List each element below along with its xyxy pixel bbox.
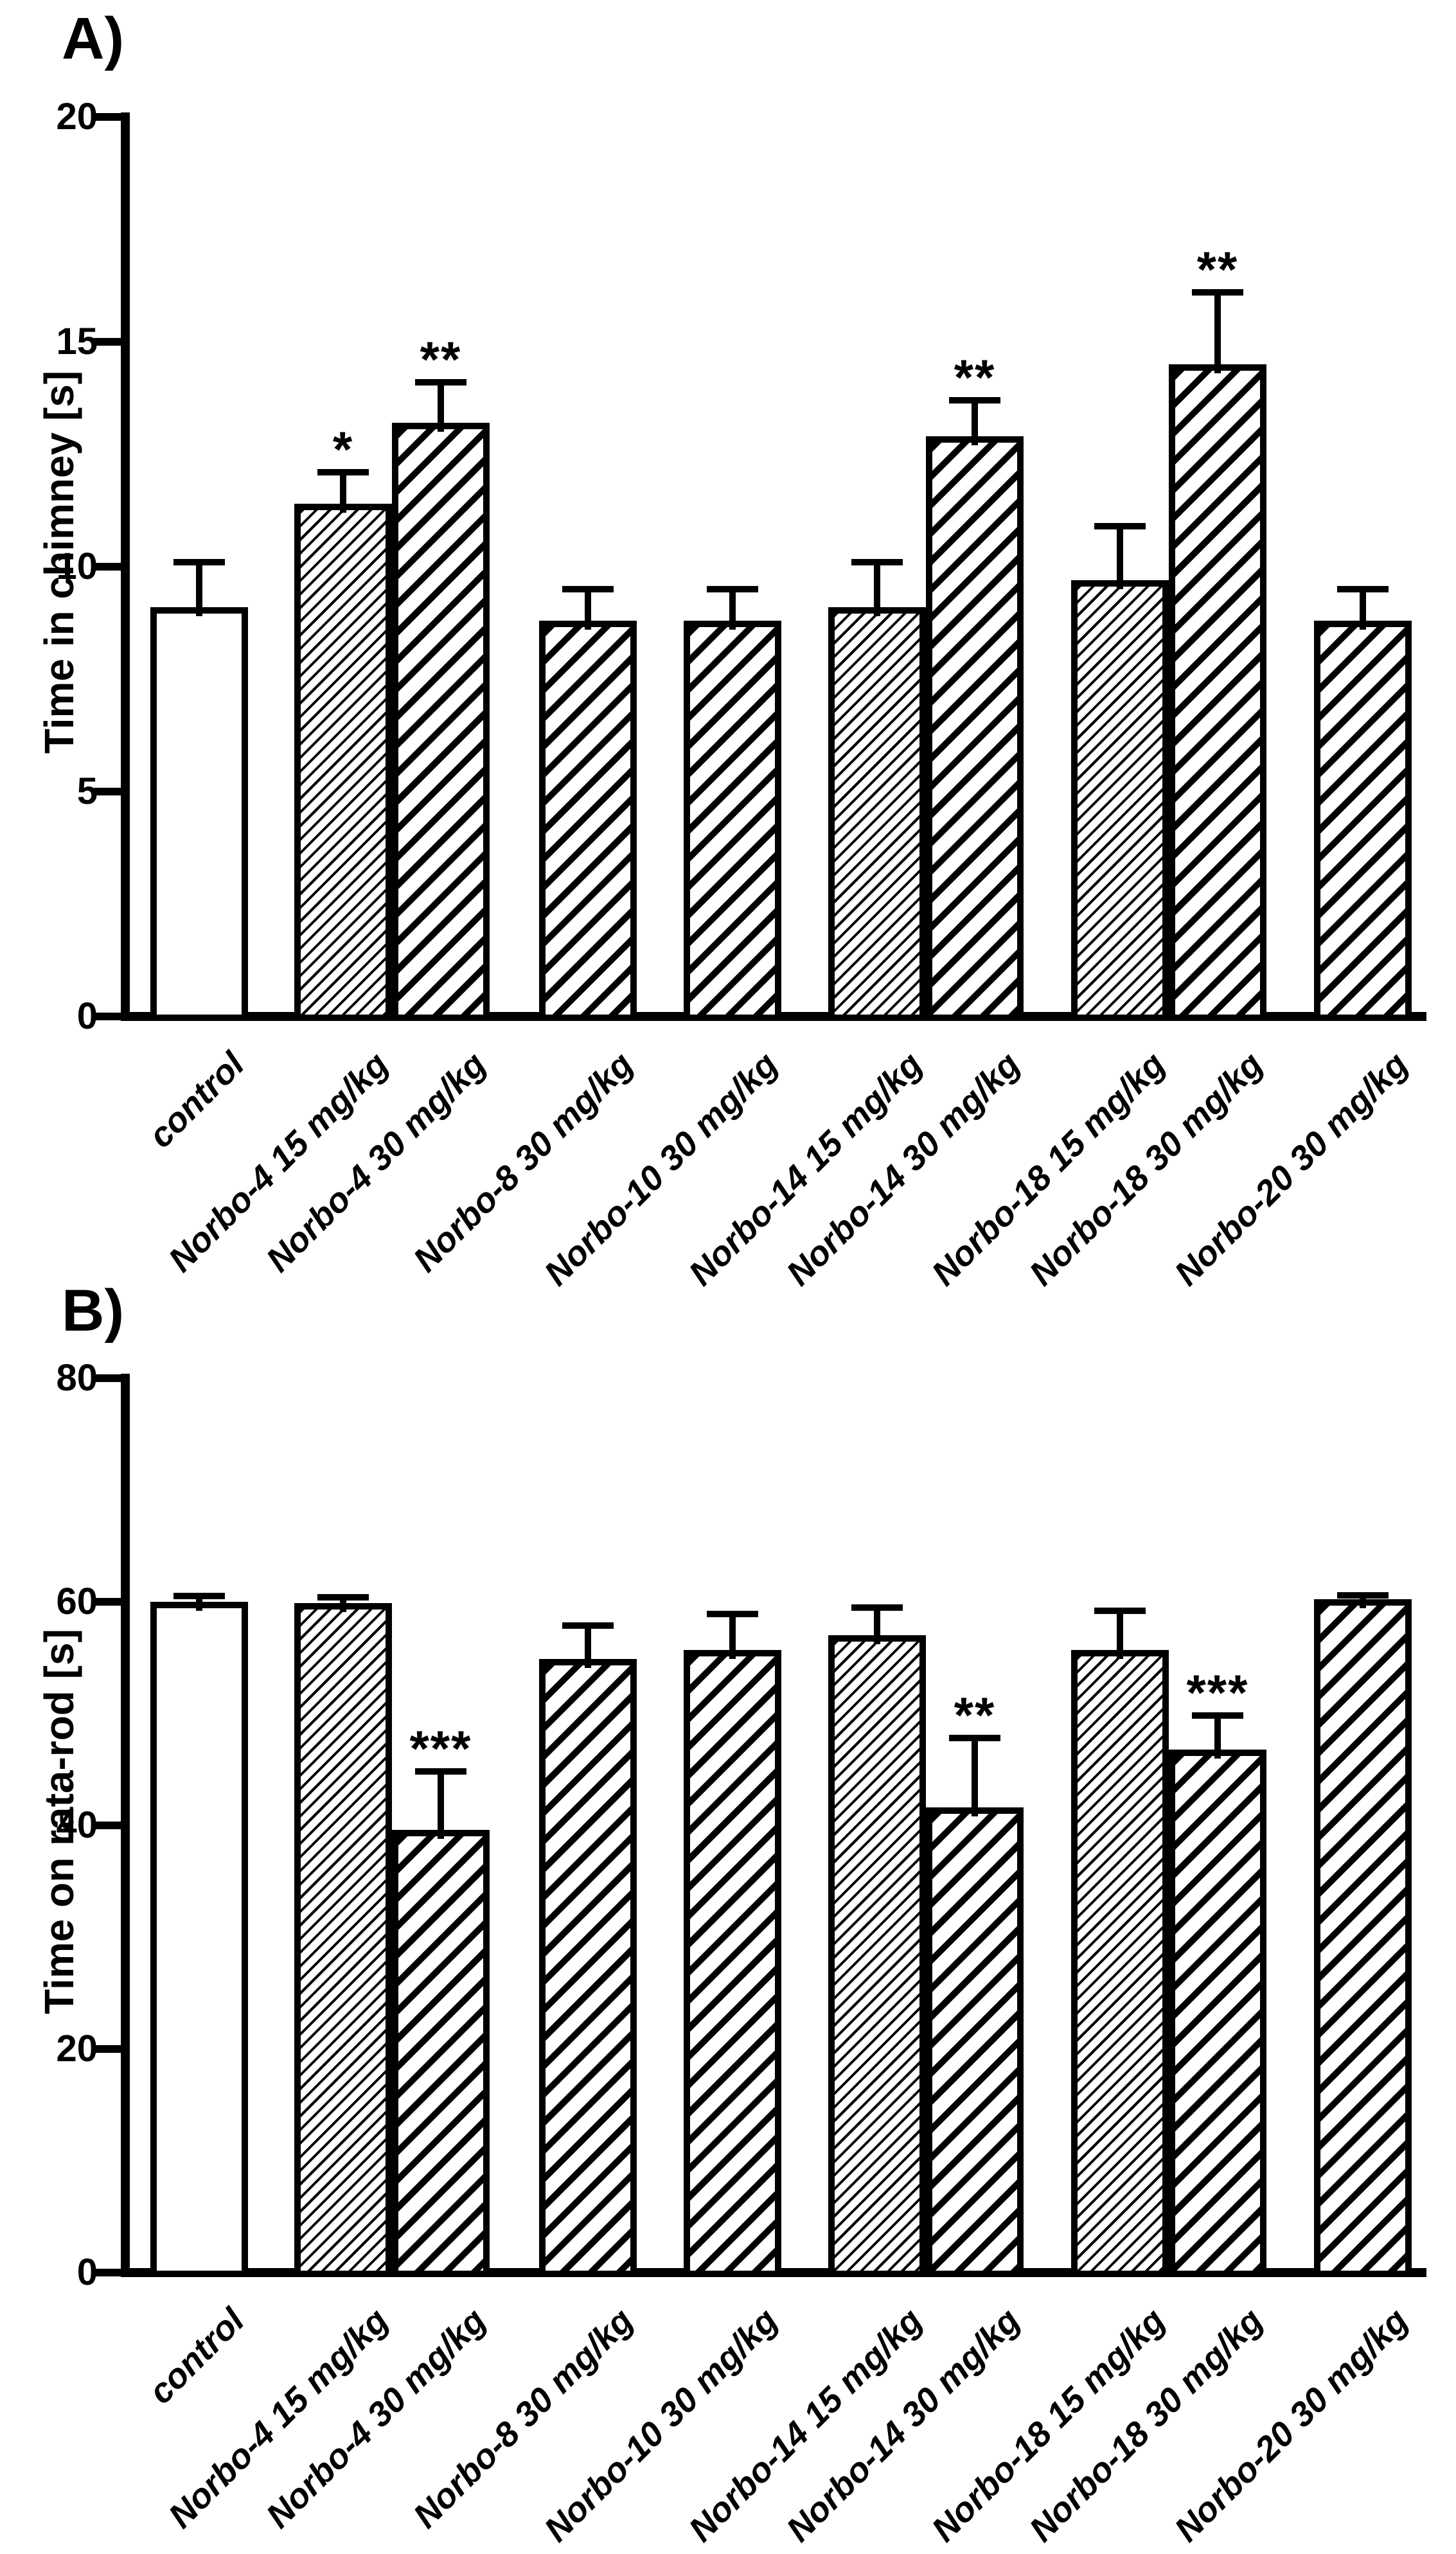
y-tick [94, 1822, 121, 1829]
bar [1071, 1649, 1169, 2277]
error-bar-cap [317, 1594, 369, 1601]
y-tick-label: 0 [76, 2251, 98, 2293]
error-bar-stem [972, 400, 978, 445]
error-bar-cap [949, 1735, 1000, 1742]
error-bar-cap [317, 469, 369, 475]
error-bar-stem [1214, 1716, 1221, 1759]
bar [1169, 364, 1266, 1021]
error-bar-cap [415, 1768, 466, 1775]
significance-marker: ** [954, 1687, 996, 1744]
y-tick [94, 2269, 121, 2276]
error-bar-stem [1360, 1595, 1366, 1609]
significance-marker: ** [420, 331, 462, 387]
error-bar-stem [340, 472, 346, 513]
significance-marker: *** [1186, 1664, 1249, 1721]
error-bar-stem [972, 1738, 978, 1817]
bar [926, 1807, 1024, 2277]
y-tick-label: 40 [56, 1804, 98, 1846]
bar [926, 436, 1024, 1021]
x-tick-label: control [141, 1045, 252, 1156]
error-bar-stem [1214, 292, 1221, 373]
bar [539, 621, 637, 1021]
error-bar-stem [729, 589, 736, 630]
bar [150, 1601, 248, 2277]
y-tick [94, 338, 121, 346]
bar [150, 607, 248, 1021]
error-bar-stem [438, 1771, 444, 1839]
y-tick-label: 15 [56, 321, 98, 362]
bar [294, 1602, 392, 2277]
error-bar-cap [949, 397, 1000, 403]
bar [392, 1829, 490, 2277]
y-tick-label: 10 [56, 545, 98, 587]
bar [1169, 1749, 1266, 2277]
error-bar-stem [1117, 1610, 1123, 1659]
error-bar-cap [1094, 1607, 1146, 1614]
error-bar-cap [173, 1593, 225, 1600]
y-tick-label: 5 [76, 770, 98, 812]
significance-marker: * [332, 421, 354, 477]
error-bar-cap [1192, 289, 1243, 296]
y-tick-label: 20 [56, 96, 98, 137]
error-bar-stem [340, 1597, 346, 1612]
bar [539, 1658, 637, 2277]
error-bar-stem [874, 562, 880, 616]
error-bar-cap [1337, 1592, 1389, 1599]
panel-b-letter: B) [62, 1278, 125, 1344]
error-bar-cap [562, 586, 614, 592]
y-tick-label: 60 [56, 1581, 98, 1622]
error-bar-stem [196, 562, 202, 616]
y-axis-spine [121, 112, 130, 1021]
significance-marker: ** [1196, 241, 1239, 297]
error-bar-cap [851, 559, 903, 565]
error-bar-stem [585, 1625, 591, 1668]
y-tick [94, 788, 121, 795]
bar [1314, 621, 1412, 1021]
y-tick [94, 1598, 121, 1606]
x-tick-label: control [141, 2301, 252, 2412]
error-bar-stem [729, 1614, 736, 1659]
y-tick [94, 1374, 121, 1382]
error-bar-stem [438, 382, 444, 432]
y-tick-label: 80 [56, 1357, 98, 1399]
bar [1071, 580, 1169, 1021]
error-bar-cap [707, 1611, 758, 1618]
error-bar-cap [1094, 523, 1146, 529]
error-bar-cap [851, 1604, 903, 1611]
y-tick-label: 0 [76, 995, 98, 1037]
error-bar-stem [1360, 589, 1366, 630]
error-bar-cap [1192, 1712, 1243, 1719]
significance-marker: *** [409, 1720, 472, 1777]
y-axis-spine [121, 1374, 130, 2277]
bar [294, 504, 392, 1021]
error-bar-cap [707, 586, 758, 592]
error-bar-stem [196, 1596, 202, 1611]
y-tick [94, 1013, 121, 1020]
y-tick-label: 20 [56, 2028, 98, 2070]
bar [1314, 1599, 1412, 2277]
y-tick [94, 563, 121, 571]
bar [392, 423, 490, 1021]
error-bar-stem [874, 1607, 880, 1645]
bar [684, 1649, 781, 2277]
y-tick [94, 2045, 121, 2053]
bar [828, 1635, 926, 2277]
error-bar-cap [562, 1622, 614, 1629]
y-tick [94, 113, 121, 121]
error-bar-cap [1337, 586, 1389, 592]
error-bar-cap [173, 559, 225, 565]
error-bar-stem [585, 589, 591, 630]
bar [828, 607, 926, 1021]
error-bar-cap [415, 379, 466, 386]
significance-marker: ** [954, 349, 996, 405]
panel-a-letter: A) [62, 6, 125, 71]
error-bar-stem [1117, 526, 1123, 589]
bar [684, 621, 781, 1021]
